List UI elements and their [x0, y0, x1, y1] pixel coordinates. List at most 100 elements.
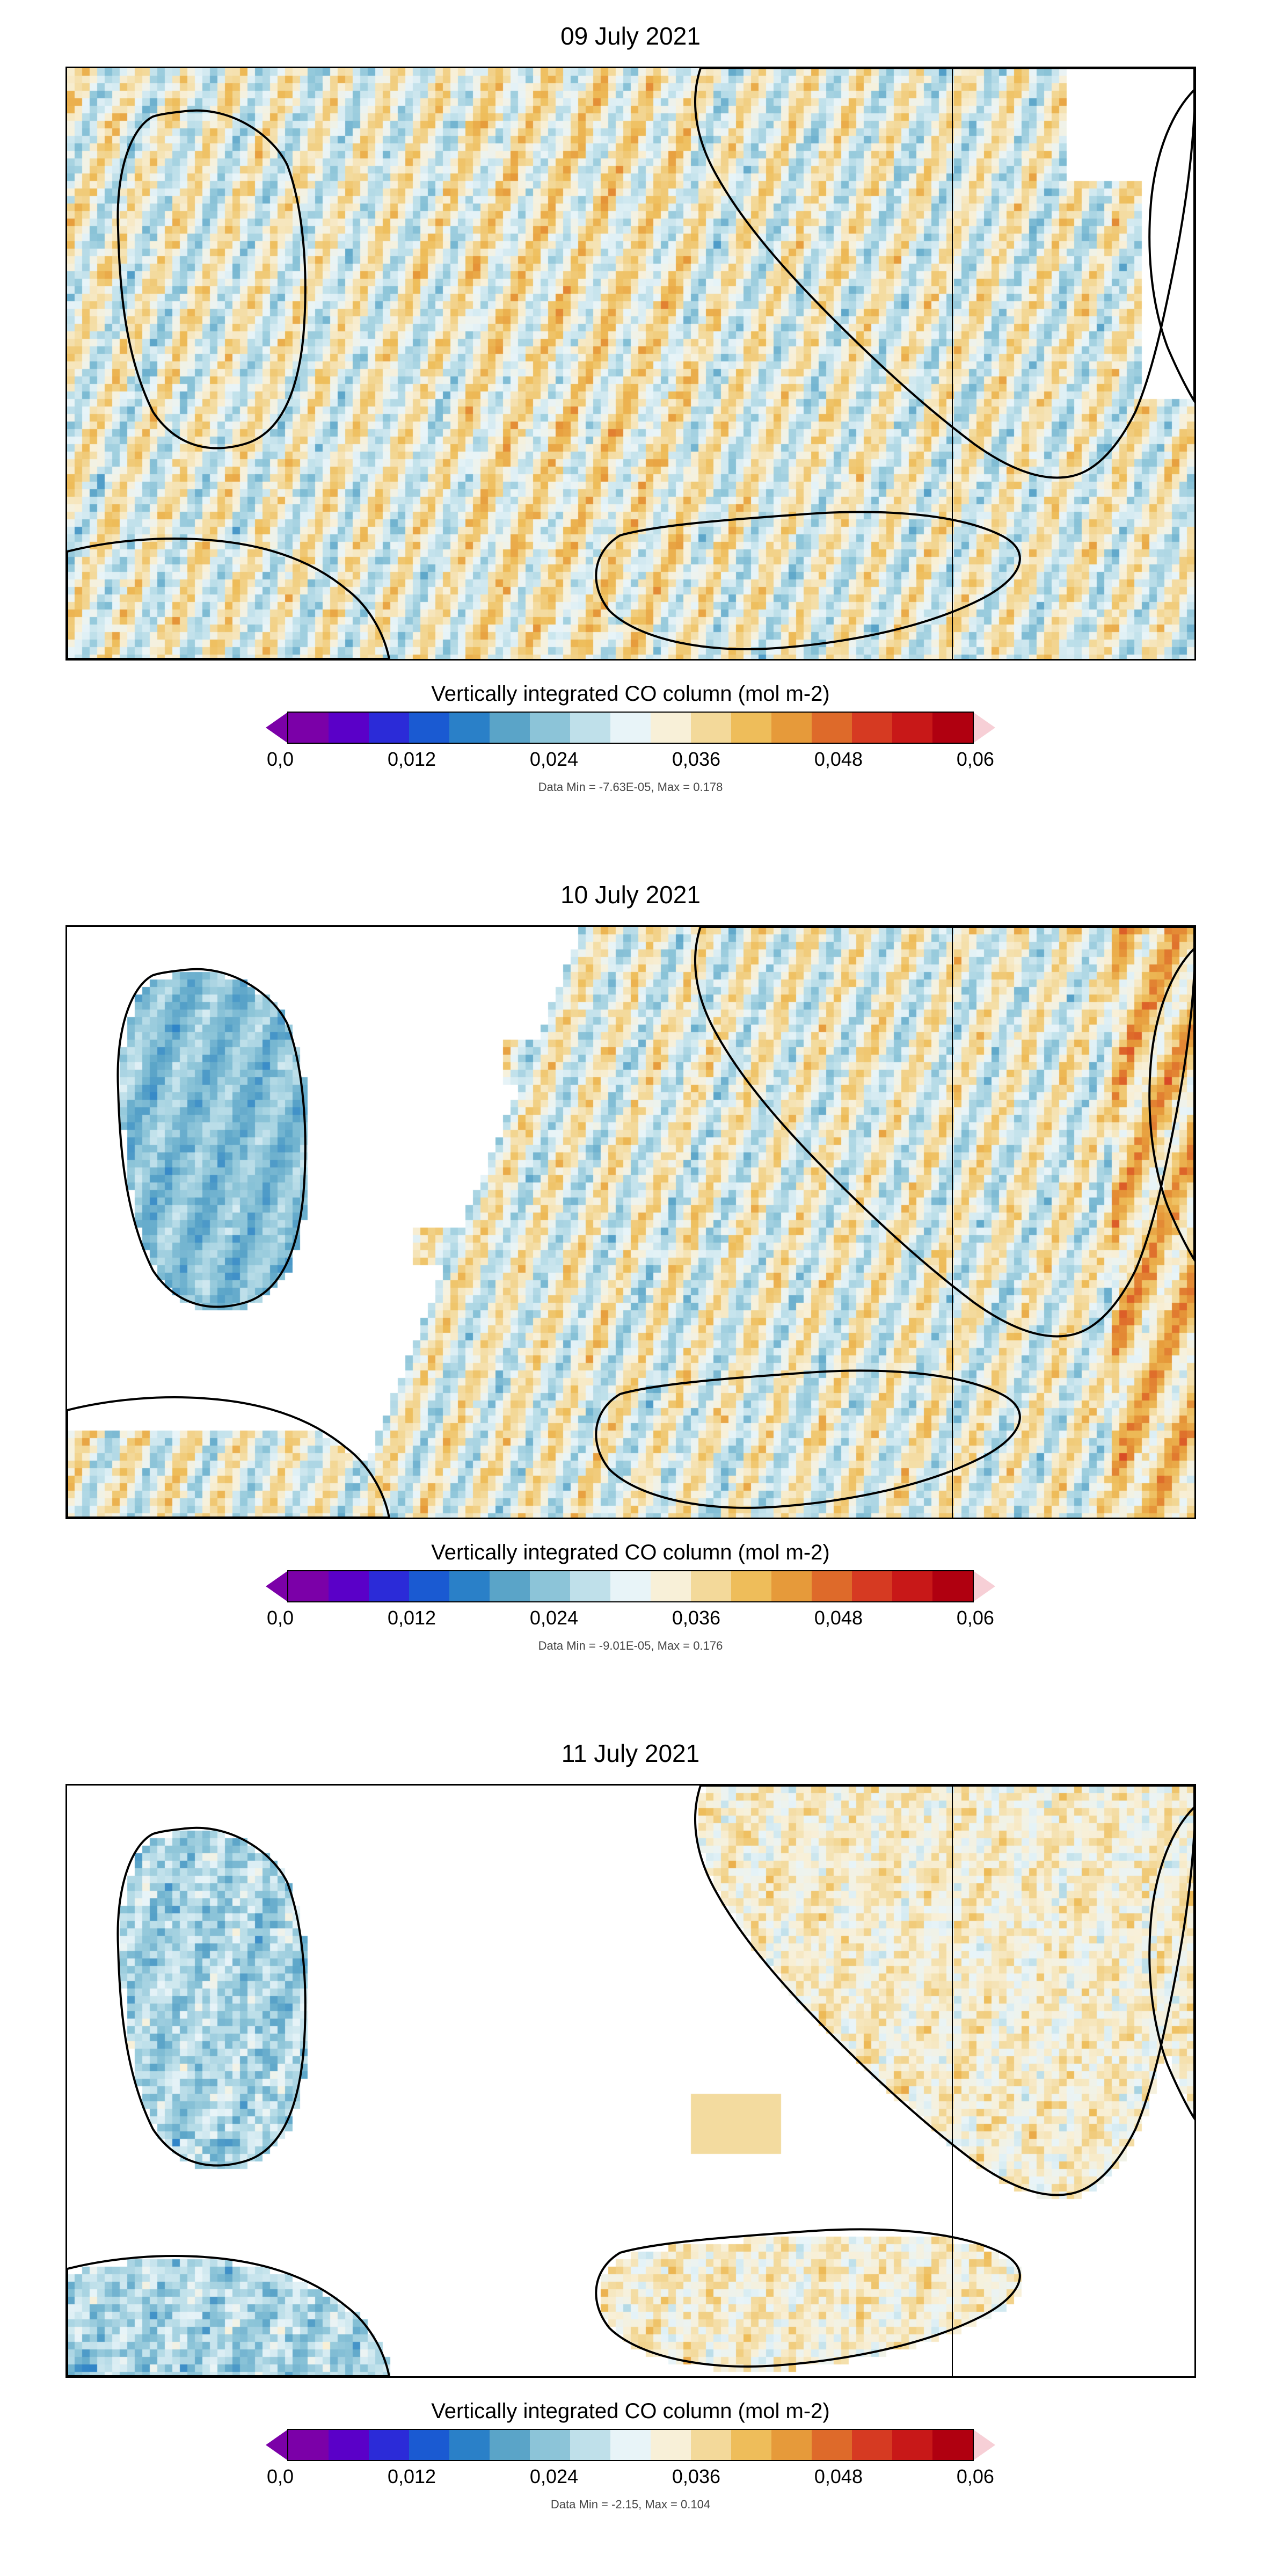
colorbar-tick: 0,024	[530, 2465, 578, 2488]
map-field	[67, 1786, 1194, 2376]
colorbar-segment	[852, 1571, 892, 1601]
colorbar-segment	[570, 1571, 610, 1601]
colorbar-arrow-left-icon	[266, 1571, 287, 1601]
colorbar: Vertically integrated CO column (mol m-2…	[266, 1541, 995, 1629]
colorbar-segment	[369, 2430, 409, 2460]
colorbar-segment	[771, 1571, 812, 1601]
colorbar-arrow-right-icon	[974, 1571, 995, 1601]
colorbar-row	[266, 712, 995, 744]
colorbar-tick: 0,048	[814, 1607, 863, 1629]
colorbar-tick: 0,036	[672, 1607, 720, 1629]
colorbar-segment	[771, 2430, 812, 2460]
colorbar-segment	[329, 713, 369, 743]
colorbar-segment	[651, 713, 691, 743]
colorbar-segment	[490, 2430, 530, 2460]
colorbar-tick: 0,06	[957, 748, 994, 771]
colorbar-strip	[287, 1570, 974, 1602]
colorbar-row	[266, 2429, 995, 2461]
colorbar-tick: 0,024	[530, 1607, 578, 1629]
map-box	[65, 925, 1196, 1519]
data-minmax: Data Min = -7.63E-05, Max = 0.178	[538, 780, 723, 794]
colorbar-arrow-left-icon	[266, 2430, 287, 2460]
colorbar-segment	[329, 1571, 369, 1601]
colorbar-segment	[610, 1571, 651, 1601]
colorbar-segment	[530, 1571, 570, 1601]
colorbar-segment	[409, 713, 449, 743]
colorbar-segment	[570, 2430, 610, 2460]
colorbar-segment	[530, 713, 570, 743]
colorbar-segment	[610, 713, 651, 743]
colorbar-segment	[288, 2430, 329, 2460]
data-minmax: Data Min = -9.01E-05, Max = 0.176	[538, 1639, 723, 1653]
colorbar-segment	[409, 1571, 449, 1601]
map-field	[67, 68, 1194, 659]
panel-title: 11 July 2021	[562, 1739, 699, 1768]
colorbar-strip	[287, 712, 974, 744]
colorbar-arrow-right-icon	[974, 713, 995, 743]
colorbar-ticks: 0,0 0,012 0,024 0,036 0,048 0,06	[267, 1607, 994, 1629]
colorbar-tick: 0,036	[672, 748, 720, 771]
colorbar-segment	[409, 2430, 449, 2460]
colorbar-segment	[812, 713, 852, 743]
panel-title: 10 July 2021	[560, 880, 701, 909]
colorbar-title: Vertically integrated CO column (mol m-2…	[431, 682, 829, 706]
reference-vline	[952, 927, 953, 1518]
colorbar-tick: 0,0	[267, 1607, 294, 1629]
colorbar-ticks: 0,00,0120,0240,0360,0480,06	[267, 2465, 994, 2488]
colorbar-segment	[329, 2430, 369, 2460]
colorbar-segment	[892, 713, 932, 743]
colorbar-tick: 0,048	[814, 748, 863, 771]
colorbar-segment	[288, 713, 329, 743]
colorbar-segment	[691, 1571, 731, 1601]
colorbar-segment	[812, 1571, 852, 1601]
colorbar-row	[266, 1570, 995, 1602]
map-panel: 09 July 2021 Vertically integrated CO col…	[0, 0, 1261, 859]
colorbar-segment	[449, 1571, 490, 1601]
colorbar-tick: 0,06	[957, 2465, 994, 2488]
colorbar-tick: 0,0	[267, 748, 294, 771]
map-field	[67, 927, 1194, 1518]
reference-vline	[952, 68, 953, 659]
colorbar-segment	[490, 1571, 530, 1601]
colorbar-tick: 0,036	[672, 2465, 720, 2488]
colorbar-segment	[691, 713, 731, 743]
colorbar-tick: 0,012	[388, 748, 436, 771]
map-panel: 10 July 2021 Vertically integrated CO col…	[0, 859, 1261, 1717]
colorbar-segment	[530, 2430, 570, 2460]
colorbar-tick: 0,012	[388, 1607, 436, 1629]
colorbar-title: Vertically integrated CO column (mol m-2…	[431, 2399, 829, 2423]
reference-vline	[952, 1786, 953, 2376]
colorbar-segment	[731, 2430, 771, 2460]
map-box	[65, 1784, 1196, 2378]
colorbar-segment	[932, 2430, 973, 2460]
colorbar-tick: 0,012	[388, 2465, 436, 2488]
colorbar-segment	[449, 713, 490, 743]
colorbar-segment	[369, 1571, 409, 1601]
data-minmax: Data Min = -2.15, Max = 0.104	[551, 2498, 710, 2512]
colorbar-ticks: 0,00,0120,0240,0360,0480,06	[267, 748, 994, 771]
colorbar-tick: 0,06	[957, 1607, 994, 1629]
colorbar-arrow-left-icon	[266, 713, 287, 743]
colorbar-segment	[490, 713, 530, 743]
colorbar-segment	[449, 2430, 490, 2460]
colorbar-segment	[892, 1571, 932, 1601]
colorbar-segment	[731, 713, 771, 743]
panel-title: 09 July 2021	[560, 21, 701, 50]
colorbar-segment	[651, 1571, 691, 1601]
colorbar-segment	[651, 2430, 691, 2460]
colorbar-segment	[812, 2430, 852, 2460]
colorbar-segment	[892, 2430, 932, 2460]
colorbar-segment	[288, 1571, 329, 1601]
colorbar-segment	[731, 1571, 771, 1601]
colorbar-segment	[852, 2430, 892, 2460]
map-panel: 11 July 2021 Vertically integrated CO col…	[0, 1717, 1261, 2576]
colorbar: Vertically integrated CO column (mol m-2…	[266, 2399, 995, 2488]
colorbar-segment	[932, 1571, 973, 1601]
colorbar-segment	[570, 713, 610, 743]
colorbar-tick: 0,0	[267, 2465, 294, 2488]
colorbar: Vertically integrated CO column (mol m-2…	[266, 682, 995, 771]
colorbar-segment	[610, 2430, 651, 2460]
colorbar-segment	[369, 713, 409, 743]
colorbar-strip	[287, 2429, 974, 2461]
colorbar-segment	[691, 2430, 731, 2460]
